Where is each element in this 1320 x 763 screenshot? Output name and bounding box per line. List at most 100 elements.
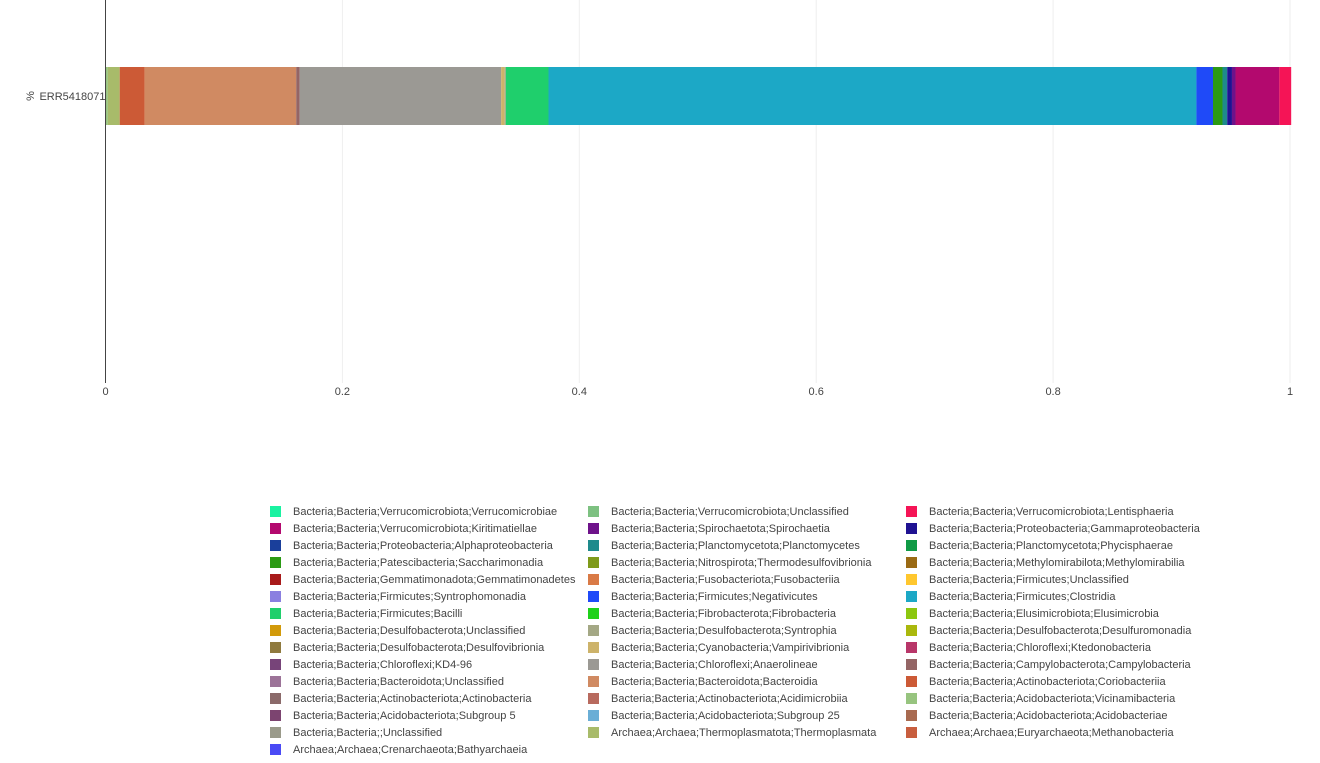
legend-swatch — [906, 574, 917, 585]
stacked-bar — [105, 67, 1292, 125]
legend-item[interactable]: Archaea;Archaea;Crenarchaeota;Bathyarcha… — [270, 741, 588, 758]
legend-item[interactable]: Bacteria;Bacteria;Verrucomicrobiota;Lent… — [906, 503, 1224, 520]
bar-segment[interactable] — [119, 67, 145, 125]
legend-swatch — [906, 540, 917, 551]
legend-swatch — [270, 540, 281, 551]
legend-label: Bacteria;Bacteria;Desulfobacterota;Syntr… — [611, 624, 837, 637]
legend-swatch — [588, 642, 599, 653]
legend-item[interactable]: Bacteria;Bacteria;Planctomycetota;Planct… — [588, 537, 906, 554]
y-category-label: ERR5418071 — [39, 91, 105, 103]
bar-segment[interactable] — [548, 67, 1197, 125]
legend-label: Bacteria;Bacteria;Elusimicrobiota;Elusim… — [929, 607, 1159, 620]
x-tick-label: 0.8 — [1045, 386, 1060, 398]
legend-label: Archaea;Archaea;Thermoplasmatota;Thermop… — [611, 726, 877, 739]
bar-segment[interactable] — [505, 67, 549, 125]
legend-item[interactable]: Bacteria;Bacteria;Acidobacteriota;Acidob… — [906, 707, 1224, 724]
legend-swatch — [270, 574, 281, 585]
legend-item[interactable]: Bacteria;Bacteria;Chloroflexi;Ktedonobac… — [906, 639, 1224, 656]
legend-item[interactable]: Bacteria;Bacteria;Verrucomicrobiota;Kiri… — [270, 520, 588, 537]
legend-item[interactable]: Bacteria;Bacteria;Fibrobacterota;Fibroba… — [588, 605, 906, 622]
legend-label: Bacteria;Bacteria;Patescibacteria;Saccha… — [293, 556, 544, 569]
legend-item[interactable]: Bacteria;Bacteria;Actinobacteriota;Actin… — [270, 690, 588, 707]
legend-label: Bacteria;Bacteria;Bacteroidota;Unclassif… — [293, 675, 504, 688]
x-tick-label: 1 — [1287, 386, 1293, 398]
grid-lines — [341, 0, 1291, 383]
bar-segment[interactable] — [296, 67, 300, 125]
legend-item[interactable]: Bacteria;Bacteria;Campylobacterota;Campy… — [906, 656, 1224, 673]
legend-item[interactable]: Bacteria;Bacteria;Bacteroidota;Unclassif… — [270, 673, 588, 690]
legend-label: Bacteria;Bacteria;Firmicutes;Negativicut… — [611, 590, 818, 603]
legend-swatch — [588, 540, 599, 551]
legend-item[interactable]: Bacteria;Bacteria;Chloroflexi;KD4-96 — [270, 656, 588, 673]
legend-item[interactable]: Bacteria;Bacteria;Desulfobacterota;Uncla… — [270, 622, 588, 639]
legend-item[interactable]: Bacteria;Bacteria;Nitrospirota;Thermodes… — [588, 554, 906, 571]
legend-item[interactable]: Archaea;Archaea;Euryarchaeota;Methanobac… — [906, 724, 1224, 741]
bar-segment[interactable] — [1279, 67, 1292, 125]
legend-item[interactable]: Bacteria;Bacteria;Planctomycetota;Phycis… — [906, 537, 1224, 554]
legend-label: Bacteria;Bacteria;Firmicutes;Syntrophomo… — [293, 590, 526, 603]
bar-segment[interactable] — [1231, 67, 1236, 125]
legend-item[interactable]: Bacteria;Bacteria;Firmicutes;Bacilli — [270, 605, 588, 622]
legend-item[interactable]: Bacteria;Bacteria;Patescibacteria;Saccha… — [270, 554, 588, 571]
legend-swatch — [270, 693, 281, 704]
legend-label: Bacteria;Bacteria;Desulfobacterota;Desul… — [293, 641, 545, 654]
legend-item[interactable]: Bacteria;Bacteria;Chloroflexi;Anaeroline… — [588, 656, 906, 673]
legend-item[interactable]: Bacteria;Bacteria;;Unclassified — [270, 724, 588, 741]
bar-segment[interactable] — [501, 67, 505, 125]
legend-swatch — [270, 625, 281, 636]
bar-segment[interactable] — [107, 67, 120, 125]
legend-item[interactable]: Bacteria;Bacteria;Methylomirabilota;Meth… — [906, 554, 1224, 571]
legend-swatch — [588, 625, 599, 636]
legend-label: Bacteria;Bacteria;Nitrospirota;Thermodes… — [611, 556, 872, 569]
legend-label: Bacteria;Bacteria;Fibrobacterota;Fibroba… — [611, 607, 836, 620]
x-tick-label: 0.6 — [809, 386, 824, 398]
bar-segment[interactable] — [1235, 67, 1280, 125]
legend-label: Bacteria;Bacteria;Acidobacteriota;Subgro… — [611, 709, 840, 722]
bar-segment[interactable] — [1196, 67, 1214, 125]
legend-label: Bacteria;Bacteria;Desulfobacterota;Desul… — [929, 624, 1192, 637]
bar-segment[interactable] — [299, 67, 502, 125]
legend-item[interactable]: Bacteria;Bacteria;Firmicutes;Unclassifie… — [906, 571, 1224, 588]
y-axis-title: % — [25, 91, 37, 101]
legend-item[interactable]: Bacteria;Bacteria;Acidobacteriota;Subgro… — [588, 707, 906, 724]
bar-segment[interactable] — [144, 67, 297, 125]
legend-swatch — [270, 642, 281, 653]
bar-segment[interactable] — [1222, 67, 1228, 125]
legend-swatch — [588, 608, 599, 619]
bar-segment[interactable] — [504, 67, 506, 125]
legend-label: Bacteria;Bacteria;Verrucomicrobiota;Lent… — [929, 505, 1174, 518]
legend-item[interactable]: Bacteria;Bacteria;Gemmatimonadota;Gemmat… — [270, 571, 588, 588]
legend-swatch — [270, 557, 281, 568]
legend-item[interactable]: Bacteria;Bacteria;Fusobacteriota;Fusobac… — [588, 571, 906, 588]
legend-label: Bacteria;Bacteria;Acidobacteriota;Subgro… — [293, 709, 516, 722]
legend-label: Bacteria;Bacteria;Actinobacteriota;Corio… — [929, 675, 1166, 688]
legend-item[interactable]: Bacteria;Bacteria;Verrucomicrobiota;Uncl… — [588, 503, 906, 520]
legend-item[interactable]: Bacteria;Bacteria;Actinobacteriota;Acidi… — [588, 690, 906, 707]
legend-item[interactable]: Bacteria;Bacteria;Firmicutes;Clostridia — [906, 588, 1224, 605]
legend-item[interactable]: Archaea;Archaea;Thermoplasmatota;Thermop… — [588, 724, 906, 741]
legend-item[interactable]: Bacteria;Bacteria;Desulfobacterota;Desul… — [270, 639, 588, 656]
legend-swatch — [588, 659, 599, 670]
legend-item[interactable]: Bacteria;Bacteria;Actinobacteriota;Corio… — [906, 673, 1224, 690]
legend-item[interactable]: Bacteria;Bacteria;Cyanobacteria;Vampiriv… — [588, 639, 906, 656]
legend-item[interactable]: Bacteria;Bacteria;Elusimicrobiota;Elusim… — [906, 605, 1224, 622]
legend-item[interactable]: Bacteria;Bacteria;Desulfobacterota;Desul… — [906, 622, 1224, 639]
legend-item[interactable]: Bacteria;Bacteria;Acidobacteriota;Subgro… — [270, 707, 588, 724]
legend-item[interactable]: Bacteria;Bacteria;Acidobacteriota;Vicina… — [906, 690, 1224, 707]
legend-item[interactable]: Bacteria;Bacteria;Spirochaetota;Spirocha… — [588, 520, 906, 537]
legend-swatch — [906, 506, 917, 517]
legend-label: Bacteria;Bacteria;Desulfobacterota;Uncla… — [293, 624, 526, 637]
legend-item[interactable]: Bacteria;Bacteria;Verrucomicrobiota;Verr… — [270, 503, 588, 520]
bar-segment[interactable] — [105, 67, 108, 125]
legend-item[interactable]: Bacteria;Bacteria;Proteobacteria;Gammapr… — [906, 520, 1224, 537]
legend-swatch — [270, 727, 281, 738]
legend-item[interactable]: Bacteria;Bacteria;Firmicutes;Syntrophomo… — [270, 588, 588, 605]
legend-item[interactable]: Bacteria;Bacteria;Proteobacteria;Alphapr… — [270, 537, 588, 554]
chart-plot: ERR5418071 % 0 0.2 0.4 0.6 0.8 1 — [25, 0, 1293, 398]
bar-segment[interactable] — [1227, 67, 1232, 125]
legend-item[interactable]: Bacteria;Bacteria;Firmicutes;Negativicut… — [588, 588, 906, 605]
legend-item[interactable]: Bacteria;Bacteria;Desulfobacterota;Syntr… — [588, 622, 906, 639]
legend-swatch — [270, 659, 281, 670]
bar-segment[interactable] — [1213, 67, 1223, 125]
legend-item[interactable]: Bacteria;Bacteria;Bacteroidota;Bacteroid… — [588, 673, 906, 690]
